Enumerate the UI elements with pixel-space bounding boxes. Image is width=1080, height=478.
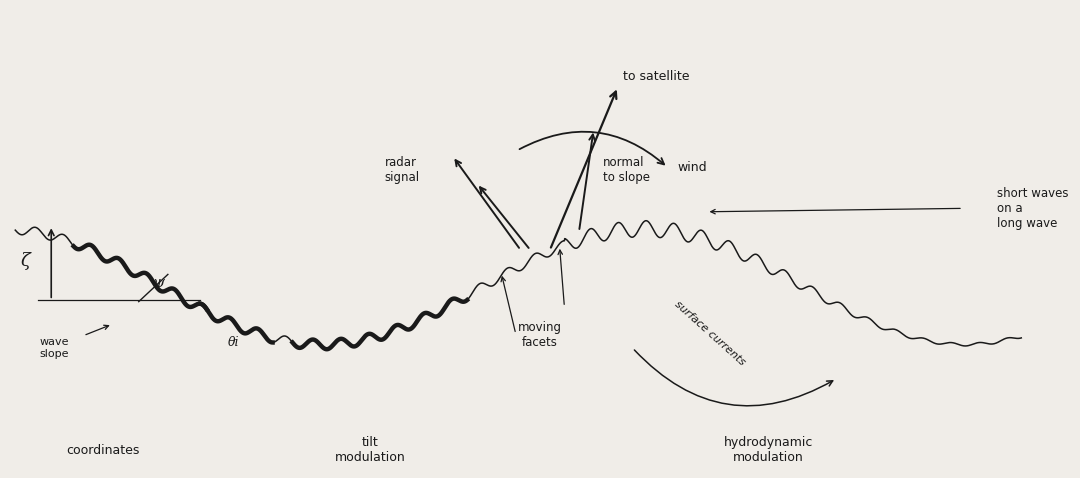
Text: radar
signal: radar signal: [384, 156, 420, 184]
Text: to satellite: to satellite: [623, 70, 689, 83]
Text: short waves
on a
long wave: short waves on a long wave: [997, 187, 1068, 230]
Text: ψ: ψ: [152, 276, 164, 290]
Text: surface currents: surface currents: [673, 299, 747, 367]
Text: wave
slope: wave slope: [39, 337, 69, 359]
Text: θi: θi: [228, 336, 240, 348]
Text: coordinates: coordinates: [66, 444, 139, 456]
Text: normal
to slope: normal to slope: [604, 156, 650, 185]
Text: tilt
modulation: tilt modulation: [335, 436, 405, 464]
Text: hydrodynamic
modulation: hydrodynamic modulation: [724, 436, 813, 464]
Text: moving
facets: moving facets: [518, 321, 562, 349]
Text: ζ: ζ: [21, 252, 30, 270]
Text: wind: wind: [677, 161, 707, 174]
